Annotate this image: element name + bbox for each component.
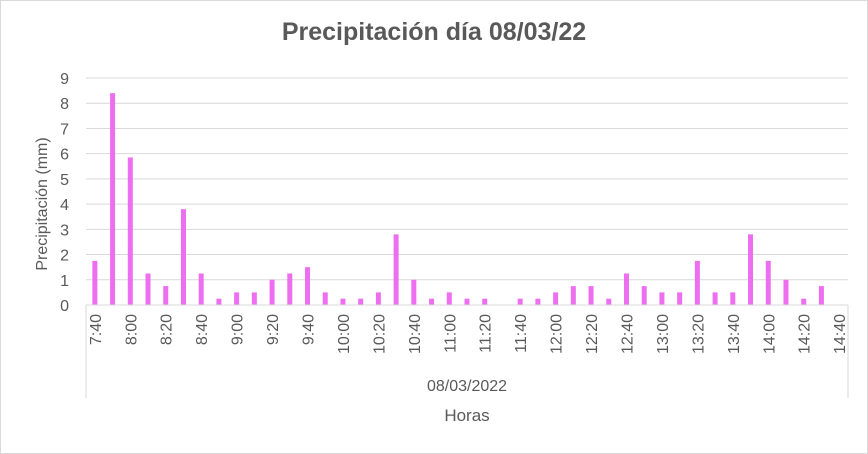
bar — [411, 279, 417, 305]
y-tick-label: 7 — [60, 121, 69, 138]
bar — [712, 292, 718, 305]
x-tick-label: 13:20 — [690, 314, 707, 354]
bar — [393, 234, 399, 305]
bar — [322, 292, 328, 305]
bar — [517, 298, 523, 305]
bar — [340, 298, 346, 305]
y-axis-label: Precipitación (mm) — [34, 137, 51, 270]
bar — [818, 286, 824, 305]
bar — [216, 298, 222, 305]
bar — [464, 298, 470, 305]
bar — [801, 298, 807, 305]
x-tick-label: 9:40 — [301, 314, 318, 345]
y-tick-label: 6 — [60, 147, 69, 164]
bar — [127, 157, 133, 305]
bar — [92, 260, 98, 305]
x-tick-label: 12:00 — [549, 314, 566, 354]
bar — [606, 298, 612, 305]
x-tick-label: 11:00 — [442, 314, 459, 353]
bar — [482, 298, 488, 305]
bar — [553, 292, 559, 305]
bar — [110, 93, 116, 305]
y-tick-label: 8 — [60, 96, 69, 113]
bar — [358, 298, 364, 305]
y-tick-label: 2 — [60, 248, 69, 265]
bar — [251, 292, 257, 305]
bar — [446, 292, 452, 305]
bar — [783, 279, 789, 305]
x-tick-label: 10:40 — [407, 314, 424, 354]
bar — [570, 286, 576, 305]
bars — [92, 93, 824, 305]
bar — [535, 298, 541, 305]
bar — [623, 273, 629, 305]
y-axis-ticks: 0 1 2 3 4 5 6 7 8 9 — [60, 71, 69, 315]
y-tick-label: 1 — [60, 273, 69, 290]
bar — [269, 279, 275, 305]
x-tick-label: 8:40 — [194, 314, 211, 345]
x-axis-label: Horas — [444, 406, 489, 425]
bar — [730, 292, 736, 305]
bar — [641, 286, 647, 305]
x-tick-label: 12:40 — [619, 314, 636, 354]
x-tick-label: 10:20 — [371, 314, 388, 354]
bar — [180, 209, 186, 305]
x-tick-label: 7:40 — [88, 314, 105, 345]
y-tick-label: 0 — [60, 298, 69, 315]
x-tick-label: 8:20 — [159, 314, 176, 345]
bar — [588, 286, 594, 305]
bar — [145, 273, 151, 305]
bar — [234, 292, 240, 305]
x-tick-label: 8:00 — [123, 314, 140, 345]
bar — [198, 273, 204, 305]
x-tick-label: 13:40 — [726, 314, 743, 354]
bar — [765, 260, 771, 305]
x-tick-label: 9:20 — [265, 314, 282, 345]
bar — [305, 267, 311, 305]
x-tick-label: 14:00 — [761, 314, 778, 354]
x-tick-label: 11:40 — [513, 314, 530, 353]
x-tick-label: 12:20 — [584, 314, 601, 354]
x-tick-label: 10:00 — [336, 314, 353, 354]
y-tick-label: 5 — [60, 172, 69, 189]
bar — [748, 234, 754, 305]
x-tick-label: 14:40 — [832, 314, 849, 354]
bar — [287, 273, 293, 305]
bar — [659, 292, 665, 305]
bar — [163, 286, 169, 305]
y-tick-label: 3 — [60, 222, 69, 239]
x-axis-ticks: 7:40 8:00 8:20 8:40 9:00 9:20 9:40 10:00 10:20 10… — [88, 314, 849, 354]
y-tick-label: 4 — [60, 197, 69, 214]
bar — [375, 292, 381, 305]
chart-title: Precipitación día 08/03/22 — [281, 18, 587, 46]
gridlines — [86, 77, 848, 281]
bar — [694, 260, 700, 305]
x-group-label: 08/03/2022 — [427, 378, 507, 395]
y-tick-label: 9 — [60, 71, 69, 88]
x-tick-label: 11:20 — [478, 314, 495, 353]
bar — [677, 292, 683, 305]
x-axis — [85, 304, 849, 398]
bar — [429, 298, 435, 305]
x-tick-label: 13:00 — [655, 314, 672, 354]
x-tick-label: 14:20 — [797, 314, 814, 354]
x-tick-label: 9:00 — [230, 314, 247, 345]
